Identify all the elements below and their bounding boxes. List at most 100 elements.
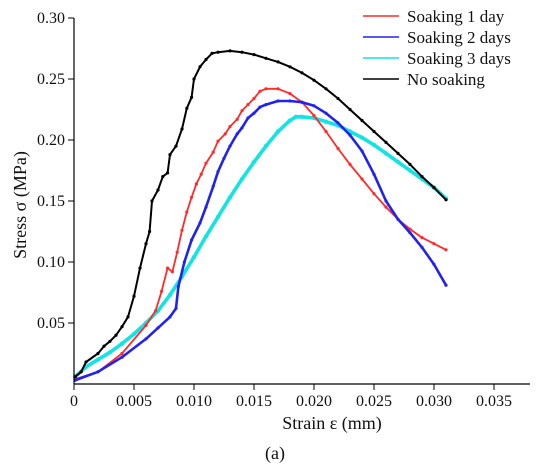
data-point [174, 306, 178, 310]
data-point [166, 266, 170, 270]
data-point [199, 172, 203, 176]
data-point [276, 60, 280, 64]
data-point [288, 65, 292, 69]
data-point [79, 370, 83, 374]
data-point [276, 99, 280, 103]
data-point [191, 254, 197, 260]
data-point [120, 355, 124, 359]
data-point [246, 103, 250, 107]
data-point [228, 125, 232, 129]
data-point [432, 242, 436, 246]
data-point [156, 326, 160, 330]
data-point [190, 95, 194, 99]
legend: Soaking 1 day Soaking 2 days Soaking 3 day… [363, 7, 511, 89]
data-point [161, 175, 165, 179]
series-line-soaking-1-day [74, 87, 447, 381]
data-point [174, 144, 178, 148]
data-point [119, 341, 125, 346]
figure-caption: (a) [265, 443, 285, 464]
data-point [180, 228, 184, 232]
data-point [204, 57, 208, 62]
data-point [107, 350, 113, 355]
data-point [288, 92, 292, 96]
data-point [235, 132, 239, 136]
data-point [408, 162, 412, 166]
data-point [336, 121, 340, 125]
data-point [287, 118, 293, 123]
data-point [360, 177, 364, 181]
y-tick-label: 0.15 [37, 193, 65, 210]
x-tick-label: 0.010 [176, 393, 212, 410]
x-tick-label: 0 [70, 393, 78, 410]
data-point [204, 205, 208, 209]
data-point [264, 103, 268, 107]
data-point [156, 188, 160, 192]
data-point [239, 176, 245, 182]
data-point [420, 245, 424, 249]
x-tick-label: 0.015 [236, 393, 272, 410]
data-point [299, 114, 305, 120]
data-point [114, 333, 118, 337]
data-point [384, 199, 388, 203]
x-tick-label: 0.025 [356, 393, 392, 410]
data-point [360, 149, 364, 153]
data-point [211, 150, 215, 154]
data-point [336, 96, 340, 101]
data-point [182, 260, 186, 264]
data-point [185, 106, 189, 110]
data-point [312, 104, 316, 108]
data-point [240, 109, 244, 113]
data-point [258, 89, 262, 93]
axes-layer: 0 0.005 0.010 0.015 0.020 0.025 0.030 0.035 0.05… [37, 10, 530, 410]
data-point [160, 289, 164, 293]
data-point [180, 127, 184, 131]
data-point [108, 339, 112, 343]
data-point [384, 205, 388, 209]
data-point [84, 360, 88, 364]
data-point [235, 117, 239, 121]
data-point [383, 151, 389, 156]
data-point [211, 184, 215, 188]
data-point [395, 159, 401, 165]
data-point [227, 195, 233, 200]
data-point [312, 114, 316, 118]
data-point [223, 132, 227, 136]
data-point [144, 323, 148, 327]
data-point [216, 50, 220, 54]
data-point [240, 50, 244, 54]
data-point [444, 283, 448, 287]
data-point [251, 159, 257, 165]
data-point [371, 142, 377, 148]
data-point [204, 161, 208, 165]
data-point [246, 116, 250, 120]
x-tick-label: 0.030 [416, 393, 452, 410]
series-line-no-soaking [74, 49, 447, 378]
data-point [203, 234, 209, 239]
data-point [263, 143, 269, 149]
data-point [155, 308, 161, 313]
data-point [348, 107, 352, 112]
data-point [258, 105, 262, 109]
data-point [252, 111, 256, 115]
data-point [138, 266, 142, 270]
data-point [432, 262, 436, 266]
data-point [120, 351, 124, 356]
data-point [288, 99, 292, 103]
data-point [407, 168, 413, 173]
x-tick-label: 0.020 [296, 393, 332, 410]
data-point [275, 129, 281, 134]
data-point [96, 370, 100, 374]
data-point [372, 192, 376, 196]
data-point [150, 199, 154, 203]
data-point [228, 49, 232, 53]
data-point [312, 78, 316, 82]
data-point [300, 100, 304, 104]
data-point [324, 111, 328, 115]
data-point [444, 198, 448, 202]
data-point [126, 315, 130, 319]
y-axis-title: Stress σ (MPa) [10, 151, 31, 259]
x-tick-label: 0.035 [476, 393, 512, 410]
y-tick-label: 0.05 [37, 315, 65, 332]
data-point [348, 162, 352, 166]
